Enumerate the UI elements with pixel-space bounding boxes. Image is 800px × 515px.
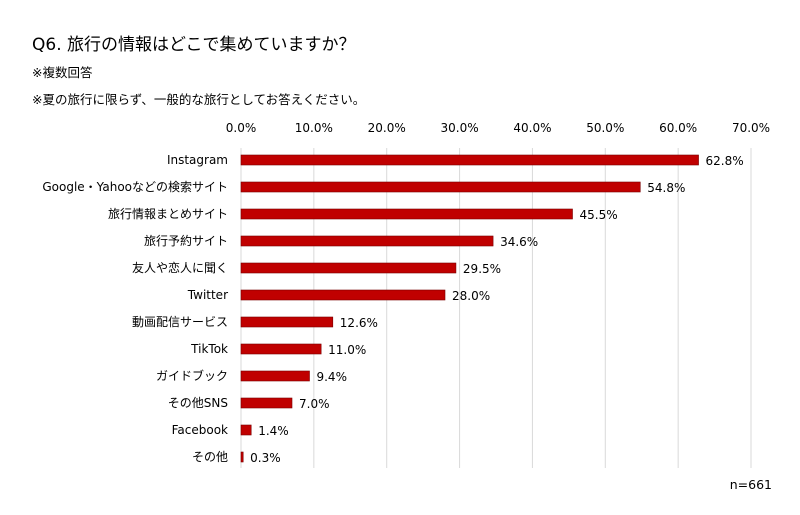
data-label: 11.0% (328, 343, 366, 357)
category-label: Facebook (172, 423, 228, 437)
bar (240, 316, 334, 328)
data-label: 1.4% (258, 424, 289, 438)
x-tick-label: 70.0% (732, 121, 770, 135)
category-label: Instagram (167, 153, 228, 167)
category-label: 友人や恋人に聞く (132, 260, 228, 275)
x-tick-label: 20.0% (368, 121, 406, 135)
data-label: 7.0% (299, 397, 330, 411)
x-tick-label: 40.0% (513, 121, 551, 135)
category-label: ガイドブック (156, 368, 228, 383)
bar (240, 235, 494, 247)
bar (240, 154, 699, 166)
note-general-travel: ※夏の旅行に限らず、一般的な旅行としてお答えください。 (32, 92, 366, 107)
bar (240, 424, 252, 436)
category-label: 旅行予約サイト (144, 233, 228, 248)
category-label: その他 (192, 450, 228, 464)
category-label: その他SNS (168, 396, 228, 410)
bar (240, 370, 310, 382)
x-tick-label: 10.0% (295, 121, 333, 135)
data-label: 54.8% (647, 181, 685, 195)
bar (240, 397, 293, 409)
data-label: 29.5% (463, 262, 501, 276)
x-tick-label: 50.0% (586, 121, 624, 135)
data-label: 34.6% (500, 235, 538, 249)
bar (240, 343, 322, 355)
data-label: 12.6% (340, 316, 378, 330)
category-label: 旅行情報まとめサイト (108, 207, 228, 221)
data-label: 45.5% (580, 208, 618, 222)
x-tick-label: 30.0% (441, 121, 479, 135)
data-label: 0.3% (250, 451, 281, 465)
x-tick-label: 0.0% (226, 121, 257, 135)
data-label: 9.4% (316, 370, 347, 384)
bar (240, 262, 457, 274)
x-tick-label: 60.0% (659, 121, 697, 135)
bar (240, 451, 244, 463)
category-label: TikTok (190, 342, 228, 356)
chart-title: Q6. 旅行の情報はどこで集めていますか？ (32, 35, 356, 55)
bar (240, 208, 573, 220)
note-multiple-answers: ※複数回答 (32, 65, 93, 80)
bar (240, 289, 446, 301)
sample-size: n=661 (729, 477, 772, 492)
category-label: 動画配信サービス (132, 315, 228, 329)
bar (240, 181, 641, 193)
data-label: 62.8% (706, 154, 744, 168)
category-label: Twitter (187, 288, 228, 302)
data-label: 28.0% (452, 289, 490, 303)
category-label: Google・Yahooなどの検索サイト (42, 180, 228, 194)
